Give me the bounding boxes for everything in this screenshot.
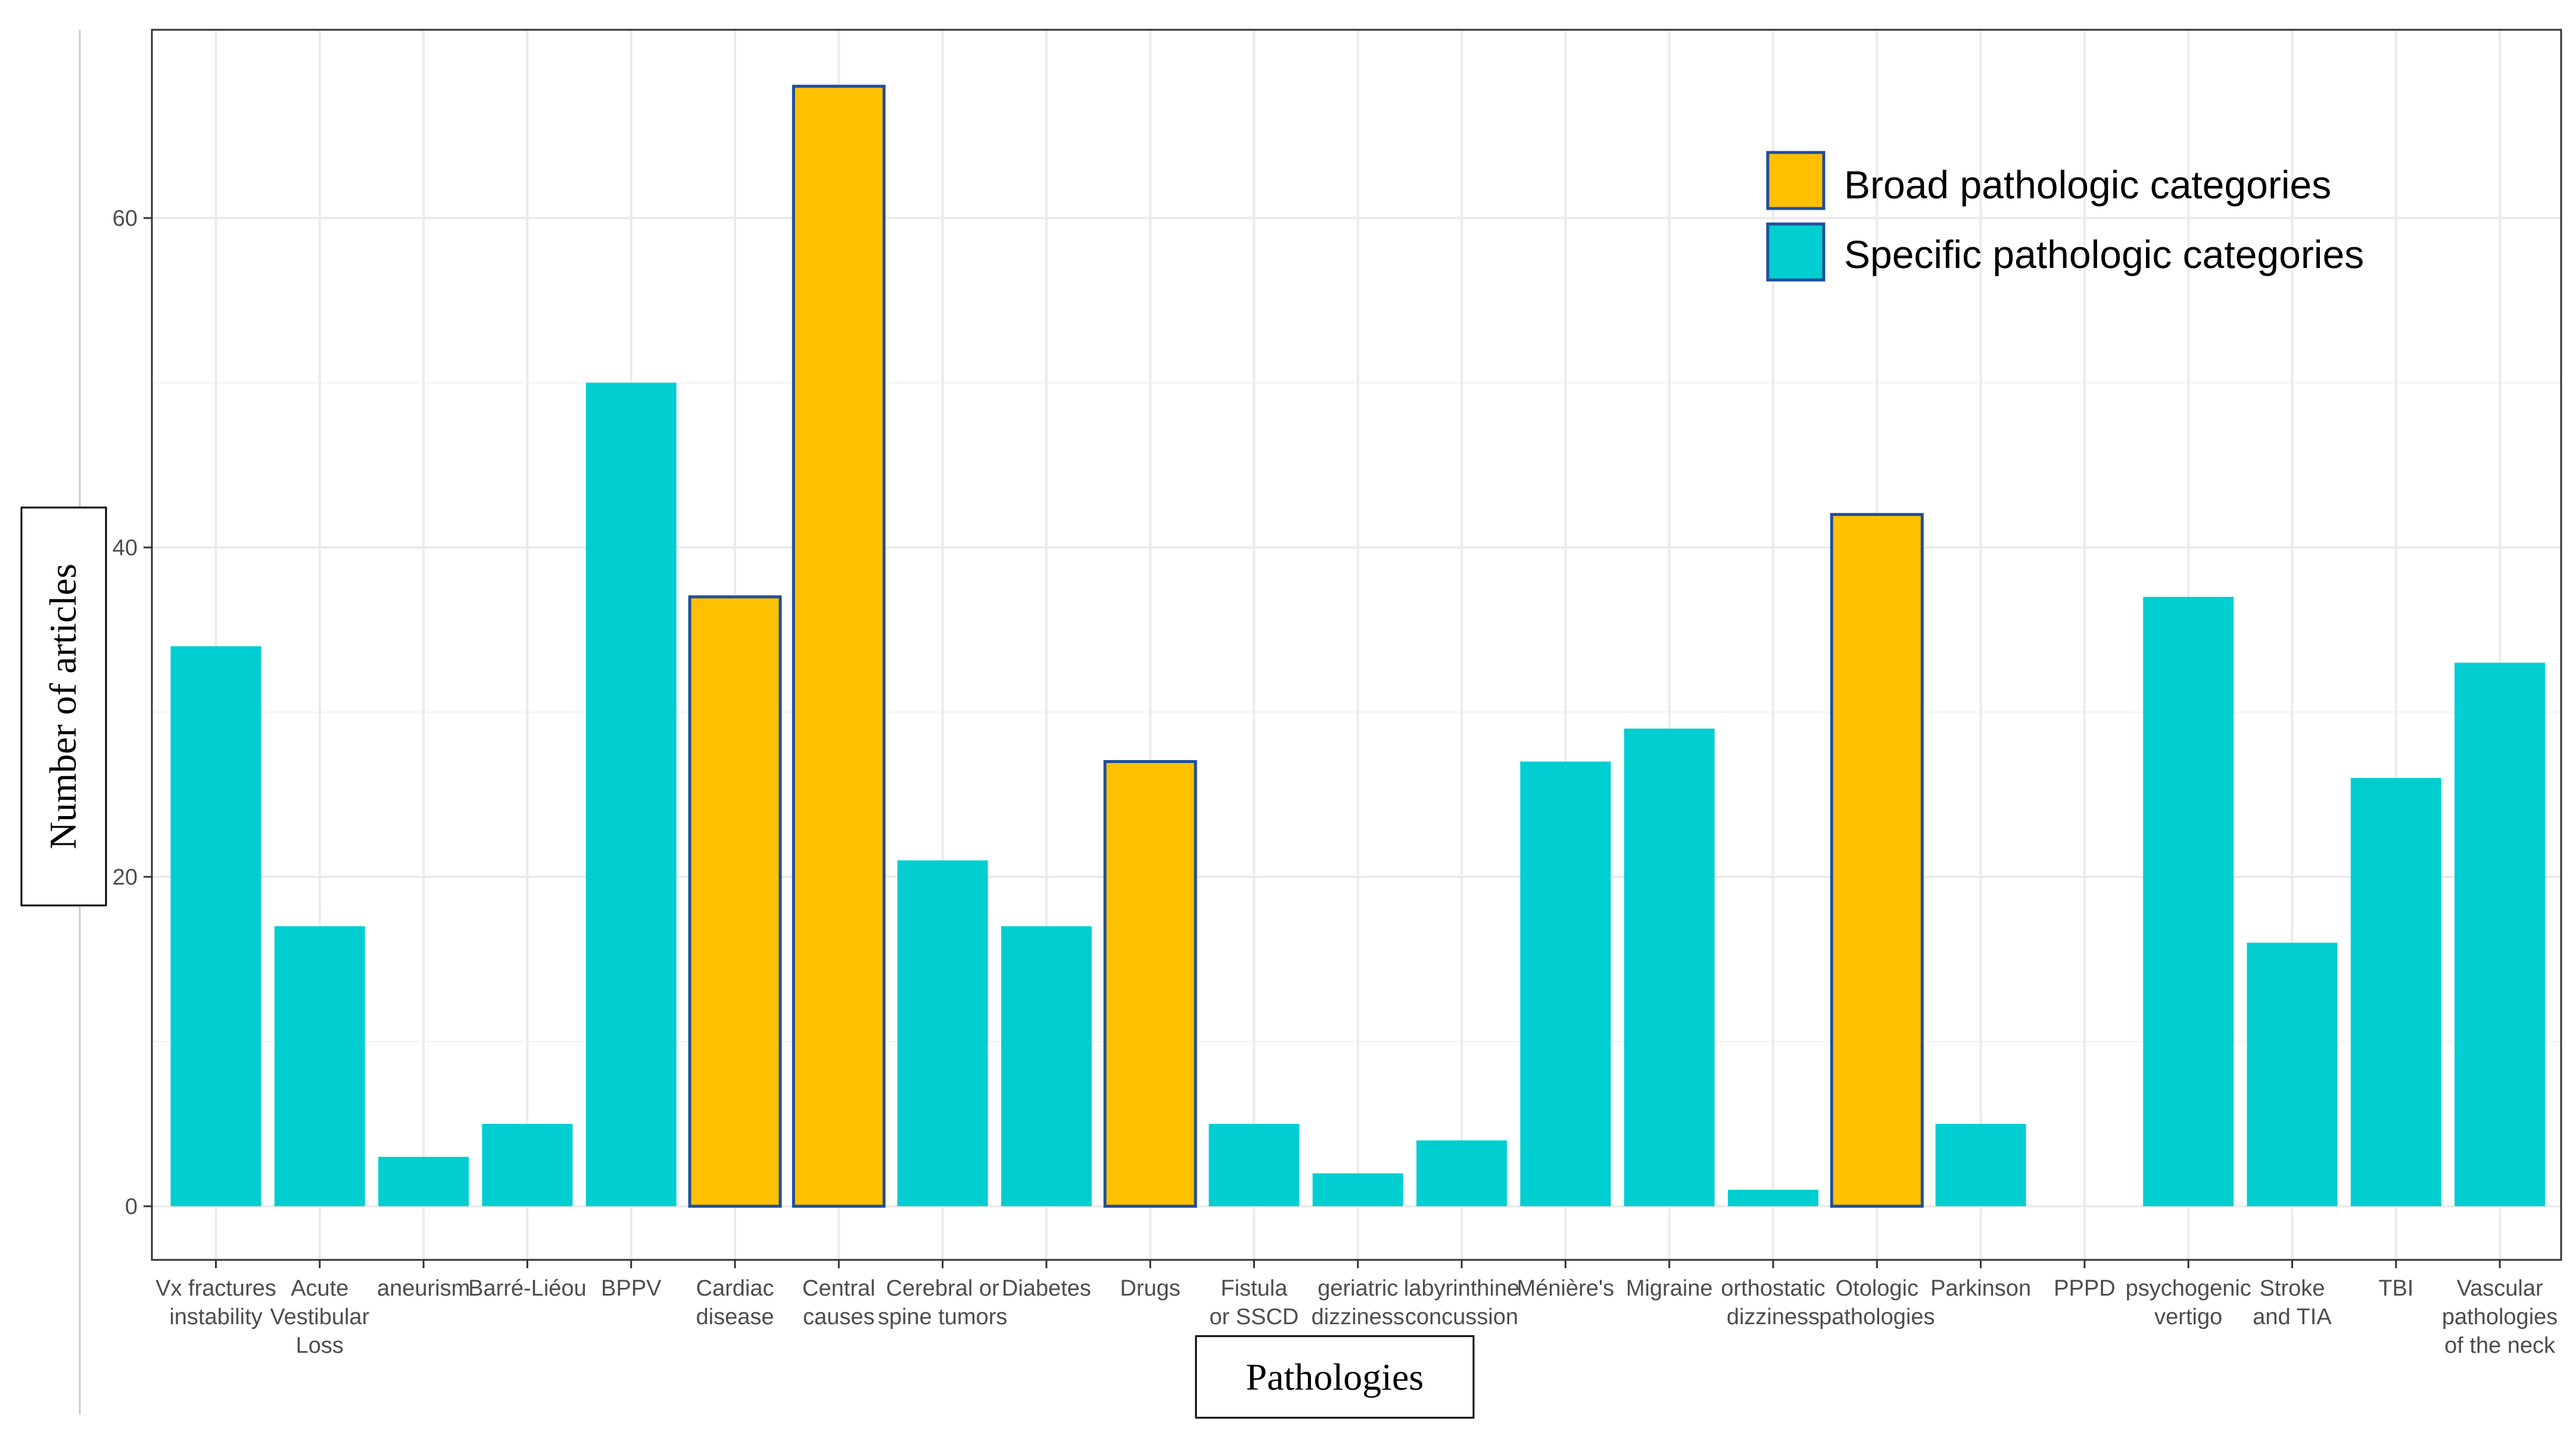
y-axis-title: Number of articles [42,564,84,849]
x-tick-label: geriatric dizziness [1312,1276,1404,1330]
bar [482,1123,573,1206]
x-tick-label: Ménière's [1517,1276,1615,1301]
x-tick-label: TBI [2378,1276,2413,1301]
bar [1935,1123,2026,1206]
x-tick-label: Cerebral or spine tumors [878,1276,1008,1330]
y-axis: 0 20 40 60 [113,206,152,1219]
x-tick-label: BPPV [601,1276,662,1301]
bar [2143,596,2234,1206]
panel-border [151,29,2562,1261]
x-tick-label: Vascular pathologies of the neck [2442,1276,2558,1358]
bar [1728,1190,1818,1206]
x-tick-label: Otologic pathologies [1819,1276,1935,1330]
bar [897,860,988,1206]
x-tick-label: orthostatic dizziness [1721,1276,1825,1330]
bar [1208,1123,1300,1206]
x-axis-title: Pathologies [1246,1356,1424,1398]
x-tick-label: PPPD [2054,1276,2115,1301]
x-tick-label: Fistula or SSCD [1210,1276,1299,1330]
x-tick-label: Diabetes [1002,1276,1091,1301]
y-tick-label: 0 [125,1194,138,1219]
legend-swatch-specific [1766,222,1826,282]
bar [378,1157,469,1206]
x-tick-label: Drugs [1120,1276,1180,1301]
bar [170,646,261,1206]
x-tick-label: Vx fractures instability [155,1276,276,1330]
bar [1520,761,1611,1206]
bar [688,595,782,1208]
x-tick-label: Central causes [802,1276,876,1330]
x-tick-label: Cardiac disease [696,1276,774,1330]
bar [585,382,677,1206]
x-tick-label: aneurism [377,1276,470,1301]
bar [274,926,365,1206]
x-axis-title-box: Pathologies [1195,1335,1475,1419]
legend-label-broad: Broad pathologic categories [1844,163,2331,207]
bar [2454,662,2546,1206]
x-tick-label: labyrinthine concussion [1404,1276,1519,1330]
bar [1103,759,1197,1208]
bars [170,85,2546,1208]
x-tick-label: Stroke and TIA [2253,1276,2332,1330]
bar [1624,729,1715,1206]
bar [792,85,886,1208]
y-axis-title-box: Number of articles [20,506,107,907]
y-tick-label: 20 [113,865,138,890]
bar [1416,1140,1507,1206]
legend: Broad pathologic categories Specific pat… [1766,151,2364,282]
y-tick-label: 60 [113,206,138,231]
x-tick-label: Parkinson [1930,1276,2031,1301]
bar [1830,513,1924,1208]
legend-swatch-broad [1766,151,1826,210]
x-tick-label: psychogenic vertigo [2126,1276,2251,1330]
bar [2247,942,2338,1206]
bar [1312,1173,1403,1206]
x-tick-label: Acute Vestibular Loss [270,1276,369,1358]
legend-label-specific: Specific pathologic categories [1844,232,2364,276]
y-tick-label: 40 [113,536,138,561]
bar [1001,926,1092,1206]
x-tick-label: Barré-Liéou [468,1276,587,1301]
bar [2350,778,2441,1206]
x-tick-label: Migraine [1626,1276,1713,1301]
